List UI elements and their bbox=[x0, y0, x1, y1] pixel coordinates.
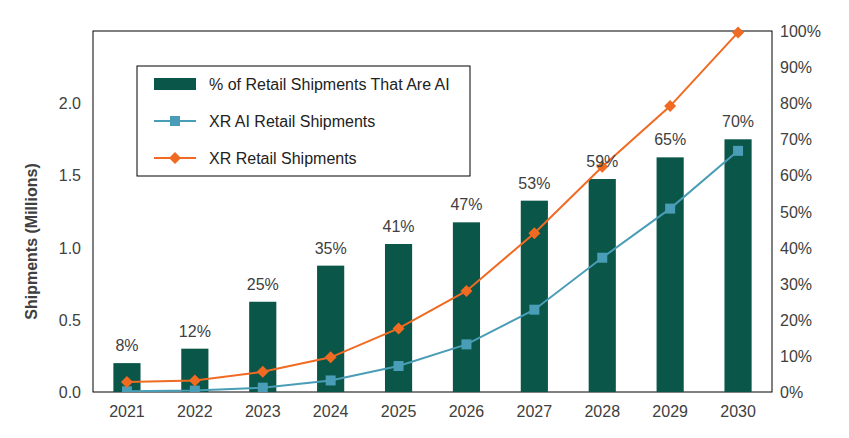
data-label: 53% bbox=[518, 175, 550, 192]
y-tick-label: 0.5 bbox=[59, 312, 81, 329]
y2-tick-label: 10% bbox=[780, 348, 812, 365]
y2-tick-label: 100% bbox=[780, 23, 821, 40]
bar bbox=[249, 302, 276, 392]
square-marker bbox=[190, 386, 200, 392]
bar bbox=[181, 349, 208, 392]
square-marker bbox=[258, 383, 268, 392]
line bbox=[127, 151, 738, 391]
diamond-marker bbox=[121, 376, 133, 388]
square-marker bbox=[597, 253, 607, 263]
y2-tick-label: 30% bbox=[780, 276, 812, 293]
data-label: 8% bbox=[115, 337, 138, 354]
diamond-marker bbox=[732, 26, 744, 38]
legend: % of Retail Shipments That Are AI XR AI R… bbox=[137, 66, 470, 176]
x-tick-label: 2027 bbox=[517, 403, 553, 420]
data-label: 59% bbox=[586, 153, 618, 170]
y2-tick-label: 50% bbox=[780, 204, 812, 221]
legend-swatch bbox=[154, 78, 196, 90]
square-marker bbox=[733, 146, 743, 156]
y-tick-label: 1.5 bbox=[59, 167, 81, 184]
legend-marker bbox=[169, 152, 181, 164]
bar bbox=[724, 139, 751, 392]
bar bbox=[385, 244, 412, 392]
y2-tick-label: 60% bbox=[780, 167, 812, 184]
diamond-marker bbox=[460, 285, 472, 297]
x-tick-label: 2026 bbox=[449, 403, 485, 420]
y2-tick-label: 90% bbox=[780, 59, 812, 76]
data-label: 65% bbox=[654, 131, 686, 148]
diamond-marker bbox=[664, 100, 676, 112]
data-label: 35% bbox=[315, 240, 347, 257]
square-marker bbox=[529, 305, 539, 315]
bar bbox=[589, 179, 616, 392]
data-label: 12% bbox=[179, 323, 211, 340]
y2-tick-label: 20% bbox=[780, 312, 812, 329]
data-label: 47% bbox=[450, 196, 482, 213]
legend-label: XR AI Retail Shipments bbox=[209, 113, 375, 130]
y-tick-label: 2.0 bbox=[59, 95, 81, 112]
legend-marker bbox=[170, 116, 180, 126]
y2-tick-label: 70% bbox=[780, 131, 812, 148]
plot-frame bbox=[93, 31, 772, 392]
x-tick-label: 2023 bbox=[245, 403, 281, 420]
legend-label: XR Retail Shipments bbox=[209, 150, 357, 167]
legend-box bbox=[137, 66, 470, 176]
y-tick-label: 1.0 bbox=[59, 240, 81, 257]
bar bbox=[113, 363, 140, 392]
x-tick-label: 2021 bbox=[109, 403, 145, 420]
y2-tick-label: 40% bbox=[780, 240, 812, 257]
y-tick-label: 0.0 bbox=[59, 384, 81, 401]
bar bbox=[317, 266, 344, 392]
bar bbox=[453, 222, 480, 392]
bar bbox=[521, 201, 548, 392]
x-tick-label: 2028 bbox=[584, 403, 620, 420]
y2-tick-label: 0% bbox=[780, 384, 803, 401]
plot-marks bbox=[113, 26, 751, 392]
x-tick-label: 2029 bbox=[652, 403, 688, 420]
x-tick-label: 2022 bbox=[177, 403, 213, 420]
data-label: 41% bbox=[383, 218, 415, 235]
diamond-marker bbox=[257, 366, 269, 378]
bar bbox=[657, 157, 684, 392]
square-marker bbox=[326, 375, 336, 385]
y2-tick-label: 80% bbox=[780, 95, 812, 112]
data-label: 70% bbox=[722, 113, 754, 130]
data-label: 25% bbox=[247, 276, 279, 293]
x-tick-label: 2025 bbox=[381, 403, 417, 420]
diamond-marker bbox=[528, 227, 540, 239]
line bbox=[127, 32, 738, 381]
square-marker bbox=[665, 204, 675, 214]
x-tick-label: 2030 bbox=[720, 403, 756, 420]
diamond-marker bbox=[189, 374, 201, 386]
chart: 0.0 0.5 1.0 1.5 2.0 0% 10% 20% 30% 40% 50% 60% 70% 80… bbox=[0, 0, 849, 438]
diamond-marker bbox=[325, 351, 337, 363]
x-tick-label: 2024 bbox=[313, 403, 349, 420]
y-axis-label: Shipments (Millions) bbox=[23, 163, 40, 319]
diamond-marker bbox=[393, 322, 405, 334]
square-marker bbox=[394, 361, 404, 371]
legend-label: % of Retail Shipments That Are AI bbox=[209, 76, 450, 93]
square-marker bbox=[461, 339, 471, 349]
